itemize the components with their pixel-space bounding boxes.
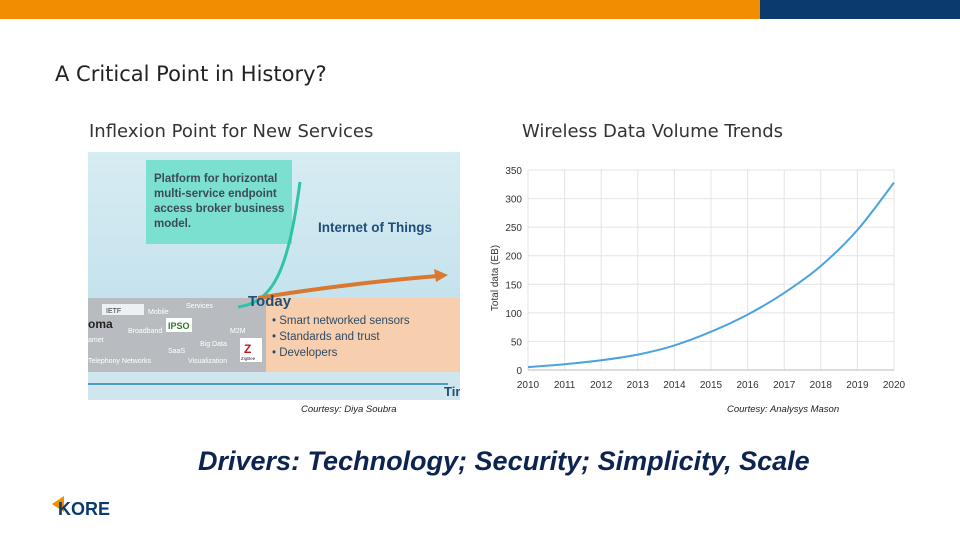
zigbee-label: ZigBee [241,356,256,361]
kore-logo-mark-icon [52,496,64,512]
left-courtesy: Courtesy: Diya Soubra [301,404,397,415]
header-navy-bar [760,0,960,19]
platform-text-3: access broker business [154,203,284,215]
slide-title: A Critical Point in History? [55,62,327,86]
right-courtesy: Courtesy: Analysys Mason [727,404,840,415]
y-tick-label-100: 100 [505,309,522,320]
y-tick-label-0: 0 [516,366,522,377]
x-tick-label-2017: 2017 [773,380,796,391]
mobile-label: Mobile [148,309,169,316]
right-subtitle: Wireless Data Volume Trends [522,121,784,142]
y-tick-label-250: 250 [505,223,522,234]
y-tick-label-300: 300 [505,195,522,206]
visualization-label: Visualization [188,358,227,365]
y-tick-label-150: 150 [505,280,522,291]
platform-text-2: multi-service endpoint [154,188,277,200]
x-tick-label-2014: 2014 [663,380,686,391]
platform-text-1: Platform for horizontal [154,173,277,185]
y-tick-label-200: 200 [505,252,522,263]
left-subtitle: Inflexion Point for New Services [89,121,374,142]
ietf-label: IETF [106,308,121,315]
x-tick-label-2018: 2018 [810,380,833,391]
platform-text-4: model. [154,218,191,230]
data-series-line [527,181,895,369]
y-tick-label-50: 50 [511,337,523,348]
oma-label: oma [88,317,113,331]
x-tick-label-2010: 2010 [517,380,540,391]
x-tick-label-2012: 2012 [590,380,613,391]
time-label: Tim [444,384,460,399]
kore-logo: KORE [52,496,110,519]
services-label: Services [186,303,213,310]
trend-arrow-head [434,269,448,282]
wireless-data-chart: Total data (EB) 0 50 100 150 200 250 300 350 201… [490,166,906,391]
x-tick-label-2016: 2016 [736,380,759,391]
bullet-3: • Developers [272,347,338,359]
x-tick-label-2015: 2015 [700,380,723,391]
platform-box [146,160,292,244]
x-tick-label-2020: 2020 [883,380,906,391]
trend-arrow-line [257,274,439,300]
header-orange-bar [0,0,760,19]
ipso-label: IPSO [168,321,190,331]
telephony-label: Telephony Networks [88,358,152,365]
iot-inflexion-figure: Platform for horizontal multi-service en… [88,152,460,400]
y-tick-label-350: 350 [505,166,522,177]
saas-label: SaaS [168,348,185,355]
amet-label: amet [88,337,104,344]
x-tick-label-2011: 2011 [554,380,576,391]
zigbee-icon: Z [244,342,251,356]
zigbee-logo-box [240,338,262,362]
bullet-2: • Standards and trust [272,331,380,343]
ipso-logo-box [166,318,192,332]
x-tick-label-2019: 2019 [846,380,869,391]
iot-growth-curve [237,181,302,309]
bullet-1: • Smart networked sensors [272,315,410,327]
y-axis-label: Total data (EB) [490,245,501,311]
big-data-label: Big Data [200,341,227,348]
x-tick-label-2013: 2013 [627,380,650,391]
today-label: Today [248,293,292,310]
drivers-statement: Drivers: Technology; Security; Simplicit… [198,446,810,476]
today-panel [266,298,460,372]
broadband-label: Broadband [128,328,162,335]
kore-logo-text: KORE [58,499,110,519]
timeline-band [88,372,460,400]
ietf-logo-box [102,304,144,315]
m2m-label: M2M [230,328,246,335]
iot-label: Internet of Things [318,220,432,235]
